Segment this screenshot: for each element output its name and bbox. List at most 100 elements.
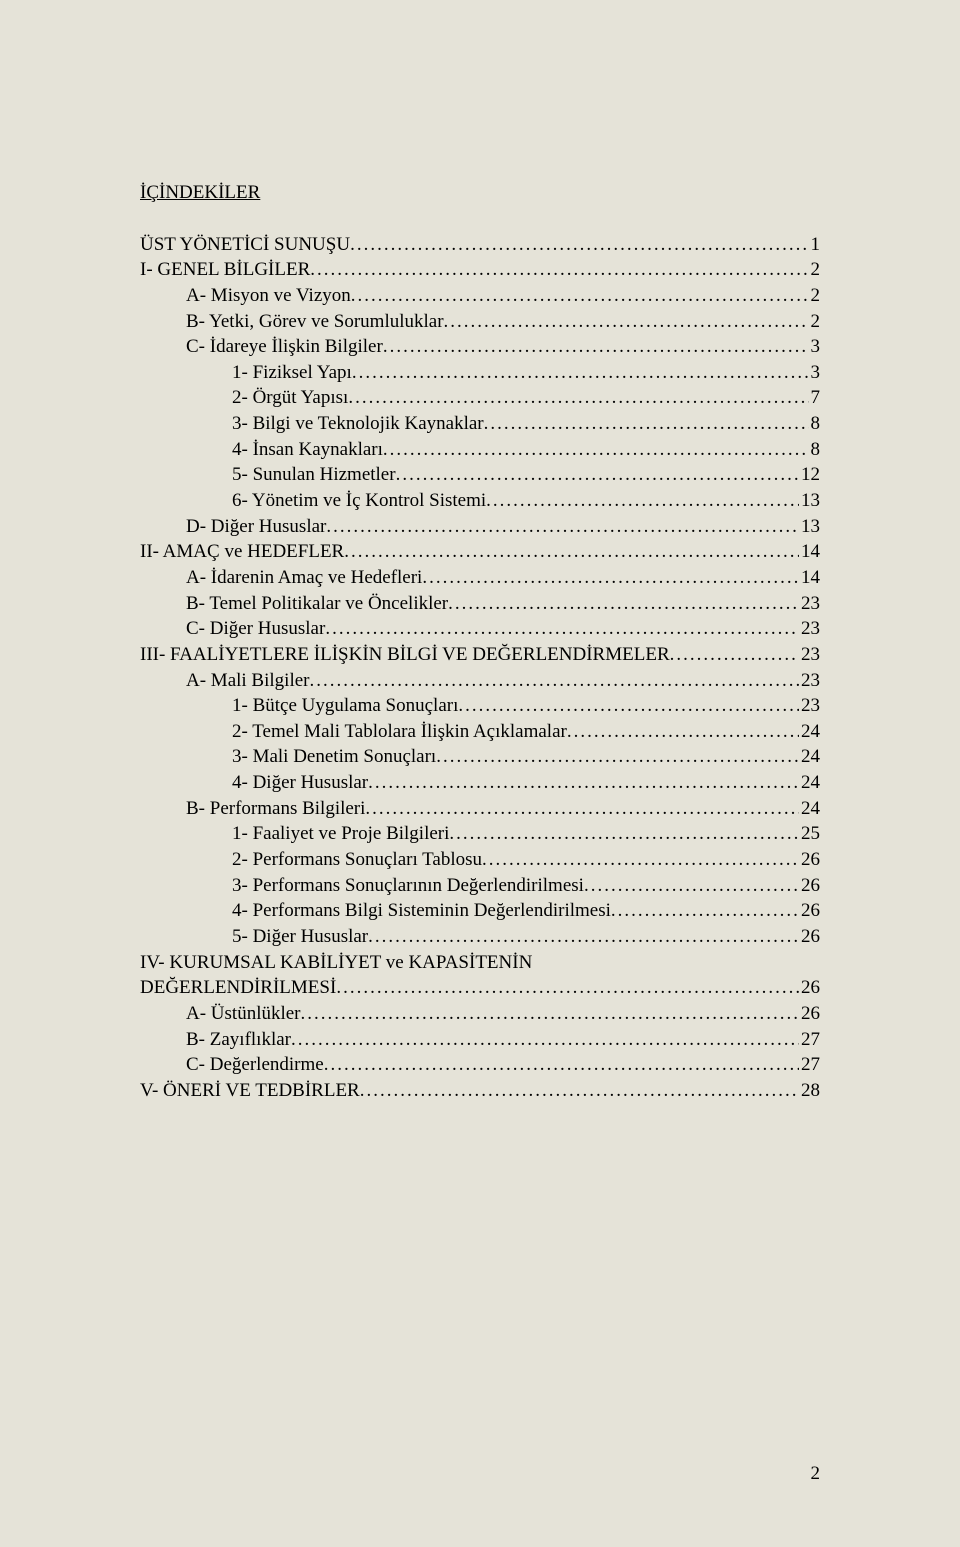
toc-entry: 3- Mali Denetim Sonuçları24 xyxy=(140,744,820,770)
toc-leader-dots xyxy=(365,796,799,822)
toc-container: ÜST YÖNETİCİ SUNUŞU1I- GENEL BİLGİLER2A-… xyxy=(140,232,820,1104)
toc-leader-dots xyxy=(324,1052,799,1078)
toc-entry-label: DEĞERLENDİRİLMESİ xyxy=(140,975,336,1001)
toc-entry: 5- Sunulan Hizmetler12 xyxy=(140,462,820,488)
toc-leader-dots xyxy=(458,693,799,719)
toc-entry-label: D- Diğer Hususlar xyxy=(186,514,326,540)
toc-entry-page: 23 xyxy=(799,642,820,668)
toc-entry-label: B- Performans Bilgileri xyxy=(186,796,365,822)
toc-entry-page: 3 xyxy=(809,360,821,386)
toc-entry-label: 4- İnsan Kaynakları xyxy=(232,437,383,463)
toc-entry-page: 23 xyxy=(799,616,820,642)
toc-leader-dots xyxy=(484,411,809,437)
toc-entry-label: 3- Mali Denetim Sonuçları xyxy=(232,744,436,770)
toc-entry-page: 23 xyxy=(799,591,820,617)
toc-entry: 3- Bilgi ve Teknolojik Kaynaklar8 xyxy=(140,411,820,437)
toc-entry-label: 1- Fiziksel Yapı xyxy=(232,360,352,386)
toc-leader-dots xyxy=(344,539,799,565)
toc-leader-dots xyxy=(348,385,808,411)
toc-entry-page: 23 xyxy=(799,668,820,694)
toc-entry-label: 4- Diğer Hususlar xyxy=(232,770,368,796)
toc-leader-dots xyxy=(611,898,799,924)
toc-entry: 1- Fiziksel Yapı 3 xyxy=(140,360,820,386)
toc-leader-dots xyxy=(351,283,809,309)
toc-entry-page: 26 xyxy=(799,898,820,924)
toc-entry: 2- Performans Sonuçları Tablosu26 xyxy=(140,847,820,873)
toc-entry: 5- Diğer Hususlar26 xyxy=(140,924,820,950)
toc-entry-label: 2- Temel Mali Tablolara İlişkin Açıklama… xyxy=(232,719,567,745)
toc-entry-page: 7 xyxy=(809,385,821,411)
toc-entry-label: C- Diğer Hususlar xyxy=(186,616,325,642)
toc-entry: DEĞERLENDİRİLMESİ 26 xyxy=(140,975,820,1001)
toc-entry-label: B- Zayıflıklar xyxy=(186,1027,291,1053)
toc-entry-page: 8 xyxy=(809,437,821,463)
toc-entry: 1- Bütçe Uygulama Sonuçları23 xyxy=(140,693,820,719)
toc-leader-dots xyxy=(670,642,799,668)
toc-entry-label: II- AMAÇ ve HEDEFLER xyxy=(140,539,344,565)
toc-entry-label: A- Mali Bilgiler xyxy=(186,668,309,694)
toc-entry: 2- Örgüt Yapısı 7 xyxy=(140,385,820,411)
toc-entry-page: 28 xyxy=(799,1078,820,1104)
toc-title: İÇİNDEKİLER xyxy=(140,180,820,206)
toc-leader-dots xyxy=(449,821,799,847)
toc-entry: 1- Faaliyet ve Proje Bilgileri 25 xyxy=(140,821,820,847)
toc-entry: III- FAALİYETLERE İLİŞKİN BİLGİ VE DEĞER… xyxy=(140,642,820,668)
toc-entry: A- Misyon ve Vizyon 2 xyxy=(140,283,820,309)
toc-entry: C- Diğer Hususlar 23 xyxy=(140,616,820,642)
toc-leader-dots xyxy=(383,437,809,463)
toc-entry-page: 13 xyxy=(799,514,820,540)
page-number: 2 xyxy=(811,1461,821,1487)
toc-entry: A- Mali Bilgiler 23 xyxy=(140,668,820,694)
toc-entry-page: 25 xyxy=(799,821,820,847)
toc-entry-label: ÜST YÖNETİCİ SUNUŞU xyxy=(140,232,350,258)
toc-entry-label: 3- Performans Sonuçlarının Değerlendiril… xyxy=(232,873,584,899)
toc-entry: 4- Performans Bilgi Sisteminin Değerlend… xyxy=(140,898,820,924)
toc-entry-page: 14 xyxy=(799,565,820,591)
toc-entry-page: 26 xyxy=(799,1001,820,1027)
toc-entry: C- Değerlendirme27 xyxy=(140,1052,820,1078)
toc-entry-label: 4- Performans Bilgi Sisteminin Değerlend… xyxy=(232,898,611,924)
toc-leader-dots xyxy=(396,462,799,488)
toc-entry-label: 1- Faaliyet ve Proje Bilgileri xyxy=(232,821,449,847)
toc-entry-page: 24 xyxy=(799,796,820,822)
toc-leader-dots xyxy=(422,565,799,591)
toc-entry: B- Yetki, Görev ve Sorumluluklar 2 xyxy=(140,309,820,335)
toc-entry-label: B- Yetki, Görev ve Sorumluluklar xyxy=(186,309,444,335)
toc-leader-dots xyxy=(291,1027,799,1053)
toc-entry: I- GENEL BİLGİLER 2 xyxy=(140,257,820,283)
toc-leader-dots xyxy=(352,360,809,386)
toc-entry-label: I- GENEL BİLGİLER xyxy=(140,257,310,283)
toc-entry: B- Zayıflıklar 27 xyxy=(140,1027,820,1053)
toc-leader-dots xyxy=(360,1078,799,1104)
toc-leader-dots xyxy=(301,1001,799,1027)
toc-leader-dots xyxy=(368,924,799,950)
toc-entry-label: B- Temel Politikalar ve Öncelikler xyxy=(186,591,448,617)
toc-entry-label: 5- Sunulan Hizmetler xyxy=(232,462,396,488)
toc-leader-dots xyxy=(584,873,799,899)
toc-entry-page: 26 xyxy=(799,924,820,950)
toc-entry-page: 2 xyxy=(809,283,821,309)
toc-entry: ÜST YÖNETİCİ SUNUŞU1 xyxy=(140,232,820,258)
toc-entry: 6- Yönetim ve İç Kontrol Sistemi 13 xyxy=(140,488,820,514)
toc-leader-dots xyxy=(325,616,799,642)
toc-entry-label: 6- Yönetim ve İç Kontrol Sistemi xyxy=(232,488,486,514)
toc-entry-page: 3 xyxy=(809,334,821,360)
toc-entry: V- ÖNERİ VE TEDBİRLER28 xyxy=(140,1078,820,1104)
toc-entry-page: 27 xyxy=(799,1027,820,1053)
toc-entry-page: 26 xyxy=(799,975,820,1001)
toc-entry-page: 2 xyxy=(809,257,821,283)
toc-entry-page: 2 xyxy=(809,309,821,335)
toc-entry-label: A- Misyon ve Vizyon xyxy=(186,283,351,309)
toc-entry-page: 13 xyxy=(799,488,820,514)
toc-leader-dots xyxy=(436,744,799,770)
toc-leader-dots xyxy=(336,975,799,1001)
toc-entry-page: 24 xyxy=(799,719,820,745)
toc-leader-dots xyxy=(486,488,799,514)
toc-entry: B- Temel Politikalar ve Öncelikler 23 xyxy=(140,591,820,617)
toc-leader-dots xyxy=(326,514,799,540)
toc-entry-label: 2- Örgüt Yapısı xyxy=(232,385,348,411)
toc-leader-dots xyxy=(310,257,808,283)
toc-entry: A- Üstünlükler26 xyxy=(140,1001,820,1027)
toc-entry: 2- Temel Mali Tablolara İlişkin Açıklama… xyxy=(140,719,820,745)
toc-entry: 3- Performans Sonuçlarının Değerlendiril… xyxy=(140,873,820,899)
